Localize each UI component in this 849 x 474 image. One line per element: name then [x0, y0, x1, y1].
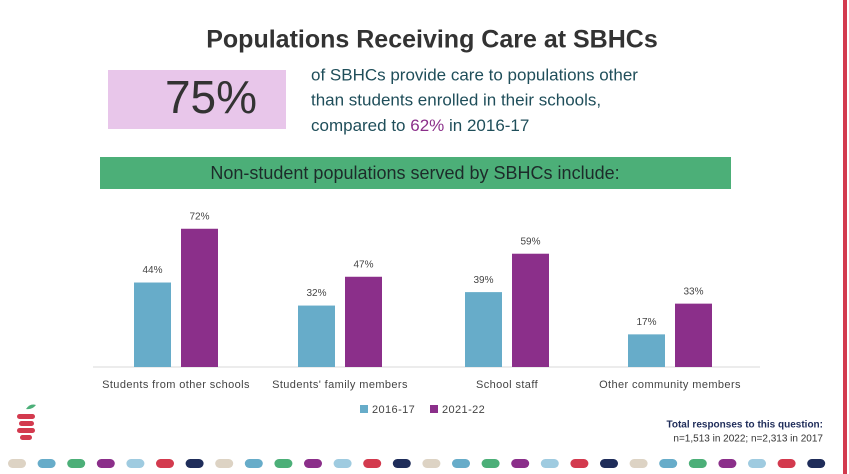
x-tick-label: Other community members	[599, 379, 741, 391]
legend-swatch	[430, 405, 438, 413]
dot	[304, 459, 322, 468]
statement-text: in 2016-17	[449, 116, 529, 135]
statement-line: of SBHCs provide care to populations oth…	[311, 65, 638, 84]
logo	[17, 404, 36, 440]
edge-stripe	[843, 0, 847, 474]
dot	[215, 459, 234, 468]
value-label: 72%	[189, 211, 209, 222]
x-tick-label: School staff	[476, 379, 539, 391]
value-label: 33%	[683, 286, 703, 297]
x-tick-label: Students from other schools	[102, 379, 250, 391]
stat-value: 75%	[165, 71, 257, 123]
dot	[126, 459, 145, 468]
dot	[452, 459, 470, 468]
value-label: 59%	[520, 236, 540, 247]
dot	[600, 459, 618, 468]
bar	[465, 292, 502, 367]
legend-label: 2021-22	[442, 404, 485, 416]
value-label: 17%	[636, 317, 656, 328]
banner	[100, 157, 731, 189]
dot	[777, 459, 796, 468]
dot	[185, 459, 204, 468]
dot	[392, 459, 411, 468]
dot	[274, 459, 293, 468]
legend-label: 2016-17	[372, 404, 415, 416]
dot	[748, 459, 766, 468]
dot	[67, 459, 86, 468]
dot	[37, 459, 56, 468]
bar	[298, 305, 335, 367]
value-label: 39%	[473, 275, 493, 286]
bar	[512, 253, 549, 367]
dot	[422, 459, 441, 468]
value-label: 47%	[353, 259, 373, 270]
dot	[96, 459, 115, 468]
value-label: 44%	[142, 265, 162, 276]
bar	[181, 228, 218, 367]
statement-line: compared to 62% in 2016-17	[311, 116, 529, 135]
dot	[156, 459, 174, 468]
statement-text: compared to	[311, 116, 406, 135]
dot	[8, 459, 26, 468]
bar	[628, 334, 665, 367]
banner-text: Non-student populations served by SBHCs …	[210, 163, 619, 183]
dot	[333, 459, 352, 468]
dot	[659, 459, 678, 468]
legend-swatch	[360, 405, 368, 413]
footnote-title: Total responses to this question:	[667, 420, 824, 431]
value-label: 32%	[306, 288, 326, 299]
dot	[511, 459, 530, 468]
footnote-text: n=1,513 in 2022; n=2,313 in 2017	[673, 434, 823, 445]
bar	[134, 282, 171, 367]
dot	[481, 459, 500, 468]
stat-box	[108, 70, 286, 129]
dot	[807, 459, 826, 468]
dot	[688, 459, 707, 468]
dot	[570, 459, 589, 468]
slide-title: Populations Receiving Care at SBHCs	[206, 26, 658, 54]
dot	[540, 459, 559, 468]
dot	[718, 459, 737, 468]
bar	[345, 276, 382, 367]
dot-row	[8, 459, 826, 468]
x-tick-label: Students' family members	[272, 379, 408, 391]
statement-line: than students enrolled in their schools,	[311, 90, 601, 109]
statement-highlight: 62%	[410, 116, 444, 135]
dot	[244, 459, 263, 468]
dot	[363, 459, 382, 468]
bar	[675, 303, 712, 367]
dot	[629, 459, 648, 468]
